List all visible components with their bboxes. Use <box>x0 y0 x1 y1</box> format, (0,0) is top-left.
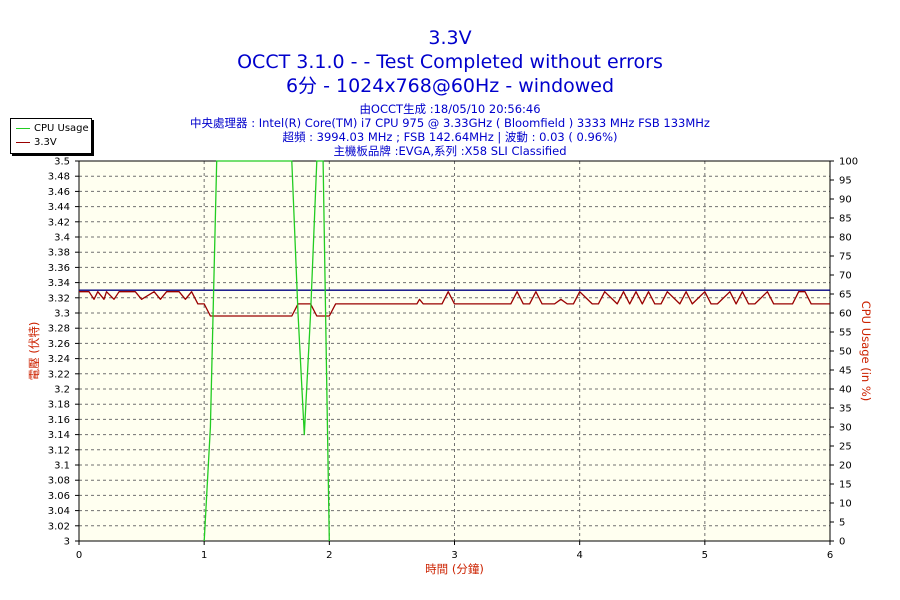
plot-area <box>79 161 830 541</box>
chart-subtitle: OCCT 3.1.0 - - Test Completed without er… <box>237 51 663 73</box>
y-tick-label: 3.16 <box>48 415 70 426</box>
y-tick-label: 3.22 <box>48 369 70 380</box>
y-tick-label: 3.32 <box>48 293 70 304</box>
legend-label-cpu-usage: CPU Usage <box>34 123 89 134</box>
y-tick-label: 3.12 <box>48 445 70 456</box>
y-tick-label: 3.24 <box>48 354 70 365</box>
y-tick-label: 3.2 <box>54 385 70 396</box>
info-overclock: 超頻 : 3994.03 MHz ; FSB 142.64MHz | 波動 : … <box>282 130 618 144</box>
info-motherboard: 主機板品牌 :EVGA,系列 :X58 SLI Classified <box>333 144 567 158</box>
legend-swatch-voltage <box>16 142 30 143</box>
y2-tick-label: 65 <box>839 290 852 301</box>
y-tick-label: 3.46 <box>48 187 70 198</box>
y2-tick-label: 55 <box>839 328 852 339</box>
y-tick-label: 3.38 <box>48 248 70 259</box>
y2-tick-label: 60 <box>839 309 852 320</box>
y2-tick-label: 45 <box>839 366 852 377</box>
y-tick-label: 3.48 <box>48 172 70 183</box>
y-tick-label: 3.36 <box>48 263 70 274</box>
legend: CPU Usage 3.3V <box>10 118 92 154</box>
chart-title-block: 3.3V OCCT 3.1.0 - - Test Completed witho… <box>0 26 900 98</box>
y-tick-label: 3.28 <box>48 324 70 335</box>
y-axis-title: 電壓 (伏特) <box>27 322 41 381</box>
y2-tick-label: 40 <box>839 385 852 396</box>
x-tick-label: 6 <box>827 550 833 561</box>
y2-tick-label: 50 <box>839 347 852 358</box>
y2-tick-label: 100 <box>839 157 858 168</box>
info-generated: 由OCCT生成 :18/05/10 20:56:46 <box>359 102 541 116</box>
series-line-voltage <box>79 291 830 317</box>
y2-tick-label: 85 <box>839 214 852 225</box>
y-tick-label: 3.08 <box>48 476 70 487</box>
y-tick-label: 3.44 <box>48 202 70 213</box>
system-info: 由OCCT生成 :18/05/10 20:56:46 中央處理器 : Intel… <box>0 102 900 158</box>
y2-tick-label: 90 <box>839 195 852 206</box>
y2-tick-label: 95 <box>839 176 852 187</box>
x-tick-label: 3 <box>451 550 457 561</box>
plot-border <box>78 160 831 542</box>
legend-item-voltage: 3.3V <box>11 136 91 150</box>
y2-tick-label: 35 <box>839 404 852 415</box>
y-tick-label: 3.1 <box>54 461 70 472</box>
legend-swatch-cpu-usage <box>16 128 30 129</box>
y2-axis-title: CPU Usage (in %) <box>859 301 873 402</box>
x-tick-label: 5 <box>702 550 708 561</box>
y2-tick-label: 70 <box>839 271 852 282</box>
x-axis-title: 時間 (分鐘) <box>425 562 484 576</box>
x-tick-label: 0 <box>76 550 82 561</box>
y-tick-label: 3.14 <box>48 430 70 441</box>
y-tick-label: 3.04 <box>48 506 70 517</box>
y2-tick-label: 75 <box>839 252 852 263</box>
x-tick-label: 4 <box>576 550 582 561</box>
legend-item-cpu-usage: CPU Usage <box>11 122 91 136</box>
y-tick-label: 3.26 <box>48 339 70 350</box>
y2-tick-label: 20 <box>839 461 852 472</box>
series-line-cpu-usage <box>203 160 330 542</box>
y2-tick-label: 5 <box>839 518 845 529</box>
info-cpu: 中央處理器 : Intel(R) Core(TM) i7 CPU 975 @ 3… <box>190 116 710 130</box>
x-tick-label: 2 <box>326 550 332 561</box>
y2-tick-label: 25 <box>839 442 852 453</box>
x-tick-label: 1 <box>201 550 207 561</box>
y2-tick-label: 80 <box>839 233 852 244</box>
y-tick-label: 3.06 <box>48 491 70 502</box>
chart-title: 3.3V <box>428 27 472 49</box>
y-tick-label: 3.42 <box>48 217 70 228</box>
y-tick-label: 3 <box>64 537 70 548</box>
y2-tick-label: 10 <box>839 499 852 510</box>
y-tick-label: 3.02 <box>48 521 70 532</box>
y2-tick-label: 0 <box>839 537 845 548</box>
y-tick-label: 3.3 <box>54 309 70 320</box>
y2-tick-label: 30 <box>839 423 852 434</box>
y-tick-label: 3.18 <box>48 400 70 411</box>
y-tick-label: 3.4 <box>54 233 70 244</box>
chart-subtitle-2: 6分 - 1024x768@60Hz - windowed <box>285 75 615 97</box>
legend-label-voltage: 3.3V <box>34 137 57 148</box>
y-tick-label: 3.5 <box>54 157 70 168</box>
y-tick-label: 3.34 <box>48 278 70 289</box>
y2-tick-label: 15 <box>839 480 852 491</box>
